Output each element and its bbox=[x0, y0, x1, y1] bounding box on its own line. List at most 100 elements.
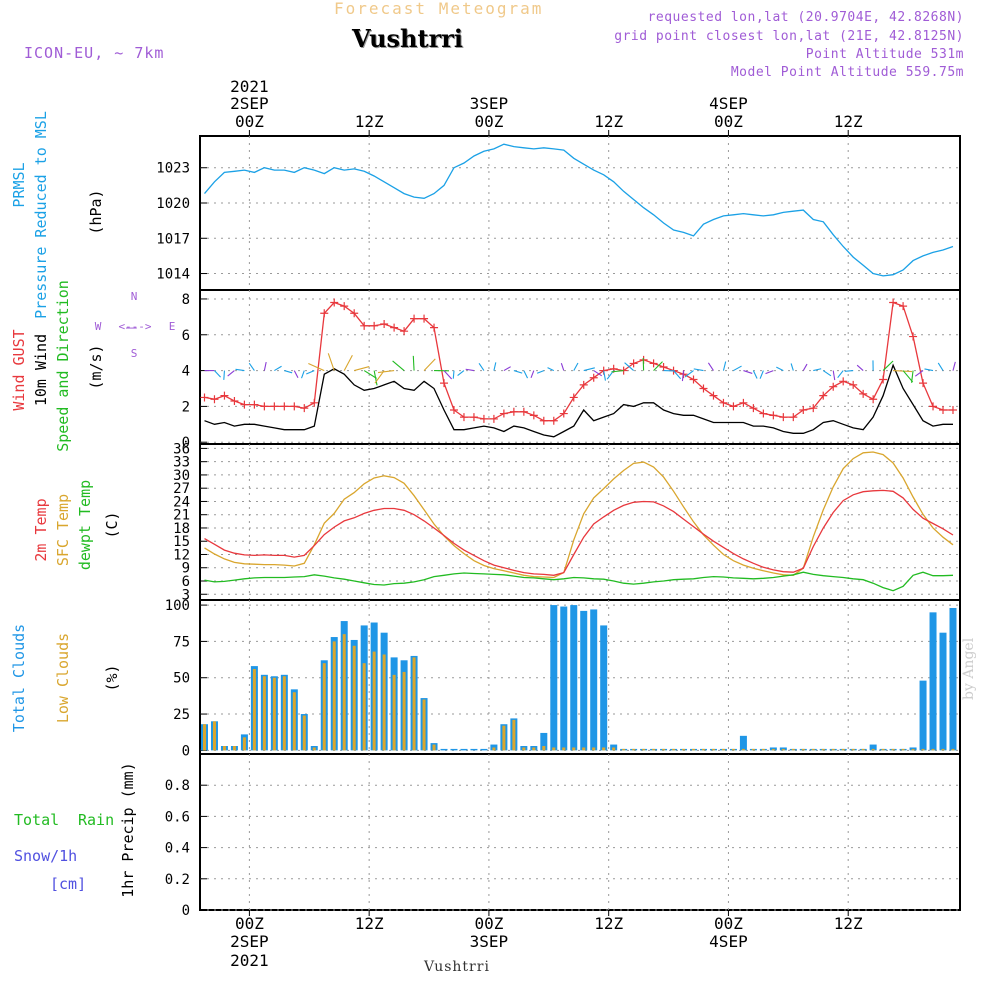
wind-arrow bbox=[924, 368, 934, 372]
wind-arrow bbox=[284, 370, 293, 374]
low-cloud-bar bbox=[422, 699, 426, 751]
panel-clouds: 0 25 50 75 100 Total Clouds Low Clouds (%) bbox=[10, 598, 961, 759]
top-day-label: 3SEP bbox=[470, 94, 509, 113]
low-cloud-bar bbox=[692, 748, 696, 751]
total-cloud-bar bbox=[480, 748, 488, 751]
gust-point bbox=[380, 320, 389, 329]
gust-point bbox=[879, 375, 888, 384]
panel-frame bbox=[199, 135, 961, 291]
wind-arrow bbox=[832, 370, 836, 381]
low-cloud-bar bbox=[931, 748, 935, 751]
wind-arrow bbox=[308, 363, 325, 372]
gust-point bbox=[559, 409, 568, 418]
low-cloud-bar bbox=[492, 747, 496, 751]
gust-point bbox=[400, 327, 409, 336]
low-cloud-bar bbox=[881, 748, 885, 751]
gust-point bbox=[280, 402, 289, 411]
low-cloud-bar bbox=[921, 748, 925, 751]
low-cloud-bar bbox=[552, 747, 556, 751]
wind-arrow bbox=[653, 361, 663, 371]
top-hour-label: 00Z bbox=[235, 112, 264, 131]
low-cloud-bar bbox=[502, 725, 506, 751]
total-cloud-bar bbox=[440, 748, 448, 751]
bottom-hour-label: 00Z bbox=[474, 914, 503, 933]
pressure-line bbox=[204, 143, 954, 277]
precip-snow-label: Snow/1h bbox=[14, 847, 77, 865]
footer-station-name: Vushtrri bbox=[424, 959, 490, 975]
low-cloud-bar bbox=[232, 746, 236, 751]
total-cloud-bar bbox=[949, 607, 957, 751]
y-tick-label: 36 bbox=[173, 441, 190, 457]
low-cloud-bar bbox=[382, 654, 386, 751]
gust-point bbox=[489, 414, 498, 423]
temp-2m-label: 2m Temp bbox=[32, 498, 50, 561]
low-cloud-bar bbox=[362, 663, 366, 751]
wind-label: 10m Wind bbox=[32, 334, 50, 406]
low-cloud-bar bbox=[432, 744, 436, 751]
gust-point bbox=[430, 323, 439, 332]
gust-point bbox=[370, 321, 379, 330]
low-cloud-bar bbox=[672, 748, 676, 751]
low-cloud-bar bbox=[342, 634, 346, 751]
bottom-hour-label: 12Z bbox=[355, 914, 384, 933]
y-tick-label: 24 bbox=[173, 494, 190, 510]
gust-point bbox=[689, 375, 698, 384]
dewpt-temp-line bbox=[204, 571, 954, 592]
gust-point bbox=[749, 404, 758, 413]
wind-arrow bbox=[223, 370, 225, 380]
wind-arrow bbox=[822, 370, 832, 377]
bottom-hour-label: 00Z bbox=[714, 914, 743, 933]
top-hour-label: 00Z bbox=[474, 112, 503, 131]
low-cloud-bar bbox=[891, 748, 895, 751]
low-cloud-bar bbox=[592, 747, 596, 751]
gust-point bbox=[420, 314, 429, 323]
station-name: Vushtrri bbox=[352, 24, 463, 53]
low-cloud-bar bbox=[861, 748, 865, 751]
wind-arrow bbox=[513, 370, 523, 374]
wind-arrow bbox=[377, 370, 395, 374]
wind-arrow bbox=[902, 370, 914, 383]
compass-horizontal-arrow: <---> bbox=[118, 320, 151, 333]
total-cloud-bar bbox=[550, 605, 558, 751]
low-cloud-bar bbox=[292, 692, 296, 751]
low-cloud-bar bbox=[801, 748, 805, 751]
low-cloud-bar bbox=[642, 748, 646, 751]
wind-arrow bbox=[301, 370, 305, 379]
gust-point bbox=[719, 398, 728, 407]
gust-point bbox=[709, 391, 718, 400]
y-tick-label: 50 bbox=[173, 671, 190, 687]
wind-arrow bbox=[373, 370, 378, 386]
wind-arrow bbox=[392, 360, 405, 372]
y-tick-label: 0 bbox=[182, 743, 190, 759]
y-tick-label: 21 bbox=[173, 508, 190, 524]
wind-arrow bbox=[837, 370, 844, 379]
gust-point bbox=[909, 332, 918, 341]
wind-arrow bbox=[759, 370, 764, 379]
y-tick-label: 25 bbox=[173, 707, 190, 723]
precip-unit: 1hr Precip (mm) bbox=[119, 762, 137, 897]
wind-arrow bbox=[306, 370, 315, 375]
wind-arrow bbox=[844, 370, 854, 372]
total-cloud-bar bbox=[739, 735, 747, 751]
gust-point bbox=[739, 398, 748, 407]
y-tick-label: 18 bbox=[173, 521, 190, 537]
compass-vertical-arrow: | bbox=[124, 325, 137, 332]
low-cloud-bar bbox=[352, 645, 356, 751]
wind-arrow bbox=[327, 353, 335, 371]
gust-point bbox=[459, 413, 468, 422]
2m-temp-line bbox=[204, 489, 954, 576]
top-day-label: 4SEP bbox=[709, 94, 748, 113]
gust-point bbox=[629, 359, 638, 368]
gust-point bbox=[799, 405, 808, 414]
wind-arrow bbox=[733, 365, 742, 372]
temp-sfc-label: SFC Temp bbox=[54, 494, 72, 566]
wind-arrow bbox=[412, 355, 415, 371]
pressure-unit: (hPa) bbox=[87, 189, 105, 234]
gust-point bbox=[579, 380, 588, 389]
wind-arrow bbox=[274, 365, 282, 372]
low-cloud-bar bbox=[841, 748, 845, 751]
total-clouds-label: Total Clouds bbox=[10, 624, 28, 732]
wind-arrow bbox=[813, 368, 822, 372]
total-cloud-bar bbox=[570, 605, 578, 751]
gust-point bbox=[699, 384, 708, 393]
